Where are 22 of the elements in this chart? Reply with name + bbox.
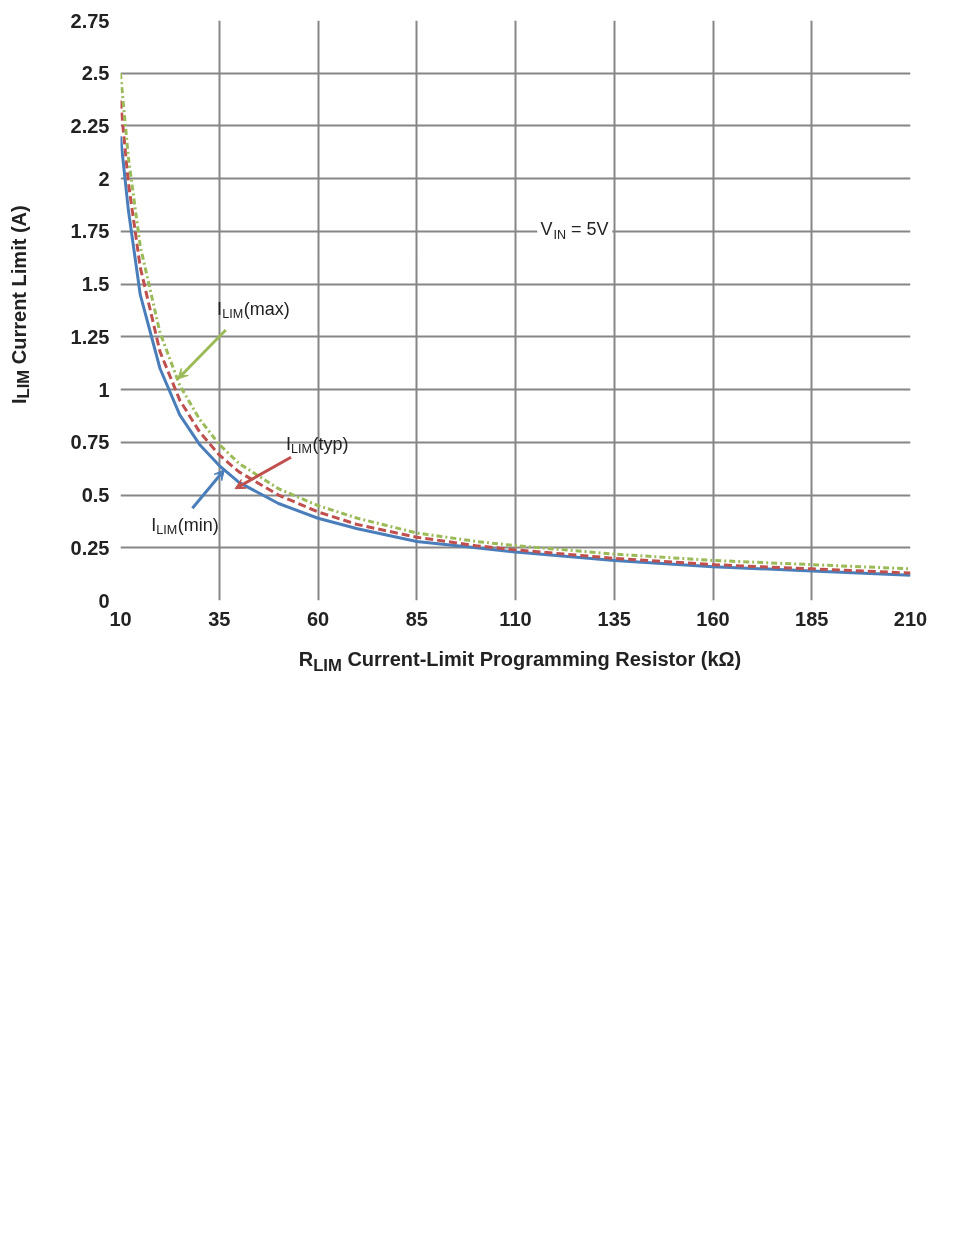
x-tick-label: 160 bbox=[696, 607, 730, 630]
y-tick-label: 0.5 bbox=[81, 484, 110, 507]
x-tick-label: 185 bbox=[795, 607, 829, 630]
y-tick-label: 2.5 bbox=[81, 62, 110, 85]
x-tick-label: 10 bbox=[109, 607, 132, 630]
y-tick-label: 1.75 bbox=[70, 220, 110, 243]
y-tick-label: 2.75 bbox=[70, 9, 110, 32]
y-tick-label: 0.25 bbox=[70, 536, 110, 559]
y-tick-label: 1 bbox=[98, 378, 110, 401]
x-axis-title: R$_{LIM}$ Current-Limit Programming Resistor (kΩ) bbox=[298, 647, 742, 677]
y-tick-label: 0.75 bbox=[70, 431, 110, 454]
y-tick-label: 2.25 bbox=[70, 114, 110, 137]
y-tick-label: 2 bbox=[98, 167, 110, 190]
x-tick-label: 110 bbox=[499, 607, 532, 630]
y-tick-label: 1.25 bbox=[70, 325, 110, 348]
x-tick-label: 35 bbox=[208, 607, 231, 630]
x-tick-label: 85 bbox=[405, 607, 428, 630]
x-tick-label: 135 bbox=[597, 607, 631, 630]
y-tick-label: 0 bbox=[98, 589, 110, 612]
x-tick-label: 60 bbox=[306, 607, 330, 630]
y-tick-label: 1.5 bbox=[81, 273, 110, 296]
x-tick-label: 210 bbox=[893, 607, 928, 630]
